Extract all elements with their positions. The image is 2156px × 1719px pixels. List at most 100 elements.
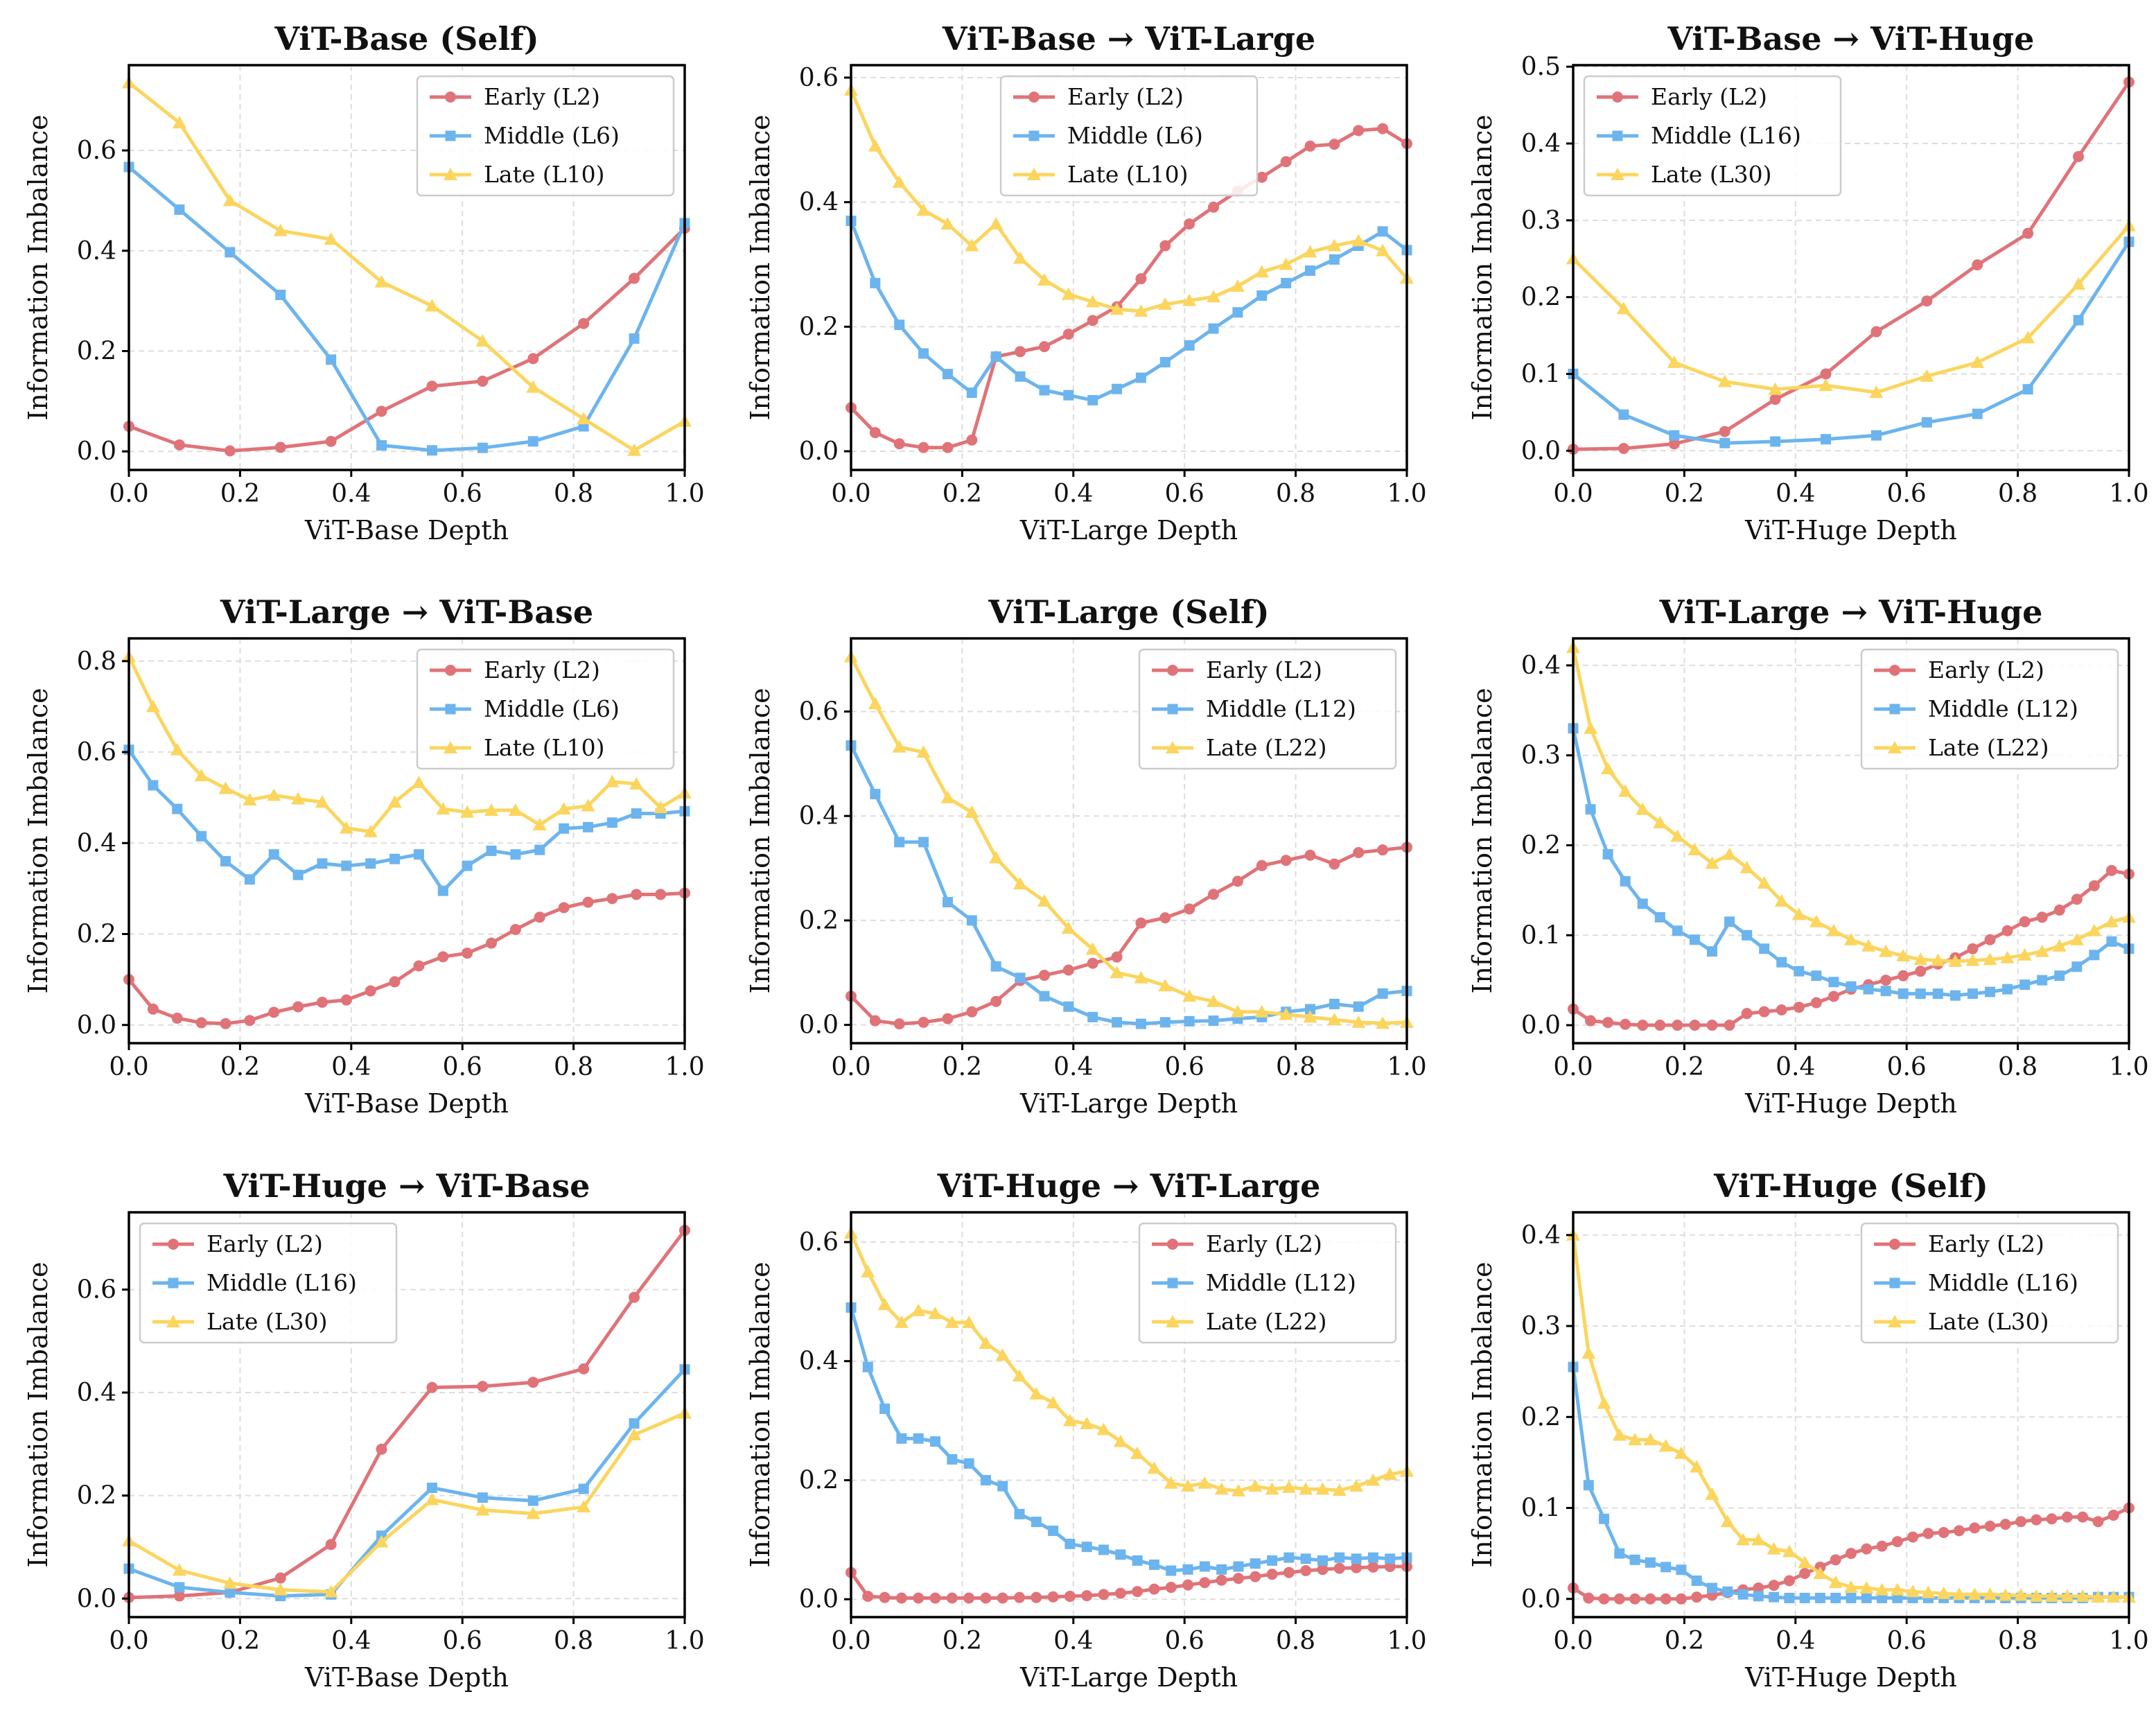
chart-9-point-early-l2-25 bbox=[1953, 1525, 1965, 1537]
chart-4-point-early-l2-22 bbox=[655, 889, 667, 900]
chart-4-point-early-l2-10 bbox=[365, 985, 376, 997]
chart-8-point-early-l2-12 bbox=[1047, 1591, 1059, 1603]
chart-7-line-middle-l16 bbox=[128, 1368, 686, 1598]
chart-3-ytick-label-2: 0.2 bbox=[1521, 283, 1561, 312]
chart-6-point-early-l2-1 bbox=[1585, 1015, 1597, 1027]
chart-2-point-early-l2-4 bbox=[942, 442, 954, 453]
chart-5-point-late-l22-2 bbox=[892, 740, 906, 753]
chart-4-point-middle-l6-4 bbox=[220, 856, 231, 867]
chart-6-legend-marker-early-l2 bbox=[1889, 665, 1900, 676]
chart-5-legend-label-middle-l12: Middle (L12) bbox=[1206, 695, 1356, 722]
chart-7-xtick-label-4: 0.8 bbox=[554, 1627, 593, 1655]
chart-4-ytick-label-1: 0.2 bbox=[77, 920, 116, 949]
chart-3-point-early-l2-1 bbox=[1618, 442, 1629, 454]
chart-8-point-late-l22-17 bbox=[1130, 1446, 1145, 1459]
chart-5-xtick-label-1: 0.2 bbox=[943, 1053, 982, 1081]
chart-6-legend-label-late-l22: Late (L22) bbox=[1928, 734, 2049, 761]
chart-9-point-late-l30-30 bbox=[2029, 1589, 2044, 1602]
chart-8-point-middle-l12-26 bbox=[1283, 1552, 1295, 1563]
chart-2-point-middle-l6-22 bbox=[1377, 226, 1388, 237]
chart-8-xtick-label-0: 0.0 bbox=[831, 1627, 870, 1655]
chart-4-point-middle-l6-14 bbox=[462, 860, 473, 871]
chart-2-point-middle-l6-5 bbox=[966, 387, 977, 399]
chart-4-title: ViT-Large → ViT-Base bbox=[220, 593, 593, 631]
chart-6-point-middle-l12-11 bbox=[1759, 943, 1770, 954]
chart-7-xtick-label-5: 1.0 bbox=[665, 1627, 704, 1655]
chart-2-ytick-label-1: 0.2 bbox=[799, 313, 839, 341]
chart-4-series-middle-l6 bbox=[123, 744, 690, 896]
chart-4-series-late-l10 bbox=[122, 649, 692, 837]
chart-3-point-middle-l16-4 bbox=[1770, 436, 1781, 447]
chart-9-legend-box bbox=[1860, 1222, 2119, 1344]
chart-6-point-middle-l12-2 bbox=[1602, 848, 1613, 860]
chart-9-point-middle-l16-1 bbox=[1583, 1480, 1594, 1491]
chart-2-point-late-l10-11 bbox=[1110, 302, 1124, 315]
chart-8-series-late-l22 bbox=[844, 1226, 1414, 1497]
chart-1-point-late-l10-8 bbox=[526, 380, 541, 393]
chart-8-point-middle-l12-3 bbox=[896, 1433, 907, 1444]
chart-4-point-late-l10-22 bbox=[654, 801, 668, 814]
chart-6-point-middle-l12-22 bbox=[1949, 990, 1961, 1001]
chart-8-point-early-l2-17 bbox=[1132, 1586, 1143, 1598]
chart-1-point-middle-l6-5 bbox=[376, 440, 387, 451]
chart-3-series-middle-l16 bbox=[1568, 236, 2135, 448]
chart-9-point-middle-l16-12 bbox=[1753, 1591, 1764, 1602]
chart-5-point-early-l2-20 bbox=[1329, 858, 1340, 870]
chart-8-point-late-l22-15 bbox=[1096, 1422, 1111, 1436]
chart-9-point-middle-l16-6 bbox=[1660, 1562, 1672, 1573]
chart-4-legend-item-early-l2: Early (L2) bbox=[430, 656, 600, 683]
chart-6-ytick-label-0: 0.0 bbox=[1521, 1011, 1561, 1040]
chart-8-point-late-l22-25 bbox=[1265, 1482, 1279, 1495]
chart-5-ylabel: Information Imbalance bbox=[745, 688, 775, 993]
chart-3-point-late-l30-3 bbox=[1717, 374, 1732, 387]
chart-1-point-early-l2-8 bbox=[527, 353, 539, 365]
chart-5-point-early-l2-6 bbox=[990, 995, 1002, 1007]
chart-7-legend-label-late-l30: Late (L30) bbox=[207, 1308, 328, 1335]
chart-1-ytick-label-3: 0.6 bbox=[77, 137, 116, 165]
chart-4-point-early-l2-15 bbox=[486, 937, 498, 949]
chart-4-point-middle-l6-9 bbox=[341, 860, 352, 871]
chart-9-point-early-l2-30 bbox=[2031, 1514, 2042, 1526]
chart-9-point-middle-l16-19 bbox=[1861, 1592, 1872, 1603]
chart-6-ytick-label-3: 0.3 bbox=[1521, 742, 1561, 770]
chart-3-legend-label-middle-l16: Middle (L16) bbox=[1651, 122, 1801, 149]
chart-1-point-late-l10-3 bbox=[273, 223, 288, 236]
chart-6-point-early-l2-31 bbox=[2105, 864, 2117, 876]
chart-5: 0.0 0.2 0.4 0.6 0.8 1.0 0.0 0.2 0.4 0.6 ViT-Large … bbox=[745, 593, 1427, 1119]
chart-9-point-early-l2-34 bbox=[2092, 1516, 2104, 1528]
chart-5-point-middle-l12-1 bbox=[870, 789, 881, 800]
chart-2-point-middle-l6-2 bbox=[894, 320, 905, 331]
chart-8-point-late-l22-20 bbox=[1181, 1479, 1195, 1492]
chart-7-point-late-l30-1 bbox=[172, 1563, 186, 1576]
chart-9-ytick-label-3: 0.3 bbox=[1521, 1312, 1561, 1341]
chart-1-frame bbox=[128, 64, 686, 471]
chart-9-point-late-l30-23 bbox=[1921, 1585, 1936, 1598]
chart-3-point-late-l30-9 bbox=[2021, 331, 2035, 344]
chart-3-point-late-l30-7 bbox=[1920, 369, 1934, 382]
chart-8-point-early-l2-5 bbox=[929, 1592, 941, 1604]
chart-6-ytick-label-1: 0.1 bbox=[1521, 921, 1561, 950]
chart-5-line-middle-l12 bbox=[849, 744, 1408, 1026]
chart-4-legend-item-late-l10: Late (L10) bbox=[430, 734, 605, 761]
chart-6-point-early-l2-11 bbox=[1758, 1006, 1770, 1018]
chart-9-series-middle-l16 bbox=[1568, 1361, 2135, 1603]
chart-6-point-late-l22-16 bbox=[1844, 932, 1858, 945]
chart-8-ytick-label-0: 0.0 bbox=[799, 1585, 839, 1614]
chart-4-frame bbox=[128, 637, 686, 1045]
chart-6-point-middle-l12-23 bbox=[1967, 988, 1978, 1000]
chart-7-point-late-l30-5 bbox=[374, 1535, 389, 1548]
chart-6-point-middle-l12-20 bbox=[1915, 988, 1926, 1000]
chart-5-point-early-l2-14 bbox=[1184, 903, 1195, 915]
chart-4-point-late-l10-12 bbox=[412, 776, 426, 789]
chart-9-point-early-l2-7 bbox=[1675, 1593, 1687, 1605]
chart-6-ytick-label-4: 0.4 bbox=[1521, 652, 1561, 680]
chart-2-legend-item-late-l10: Late (L10) bbox=[1013, 161, 1189, 188]
chart-6-point-late-l22-19 bbox=[1896, 949, 1911, 962]
chart-9-legend-label-middle-l16: Middle (L16) bbox=[1928, 1269, 2078, 1296]
chart-9-point-late-l30-28 bbox=[1998, 1588, 2013, 1601]
chart-8-point-middle-l12-19 bbox=[1166, 1565, 1177, 1576]
chart-9-point-early-l2-31 bbox=[2046, 1513, 2058, 1525]
chart-4-point-early-l2-12 bbox=[413, 960, 425, 972]
chart-5-point-middle-l12-6 bbox=[990, 961, 1001, 972]
chart-2-point-late-l10-15 bbox=[1207, 290, 1221, 303]
